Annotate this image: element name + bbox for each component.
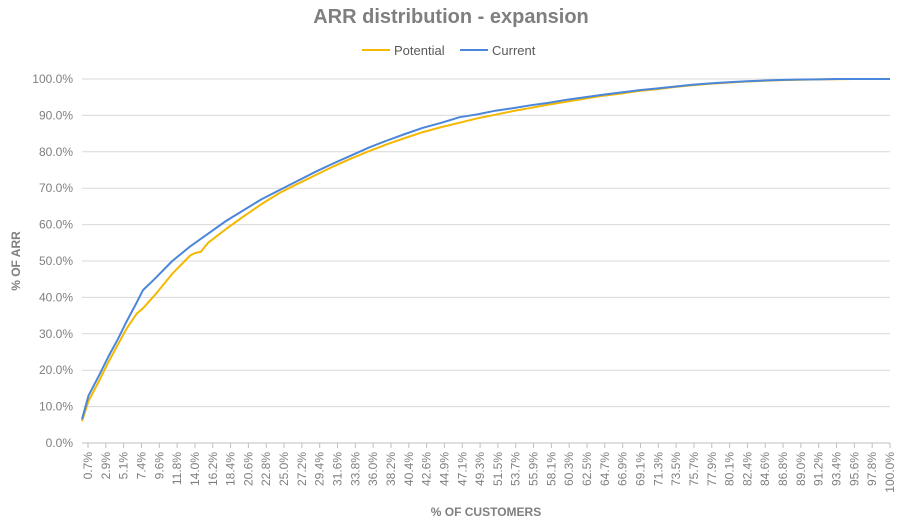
x-tick-label: 16.2% xyxy=(206,452,220,486)
x-tick-label: 97.8% xyxy=(865,452,879,486)
x-tick-label: 25.0% xyxy=(277,452,291,486)
x-tick-label: 20.6% xyxy=(241,452,255,486)
y-tick-label: 50.0% xyxy=(39,254,73,268)
x-tick-label: 5.1% xyxy=(117,452,131,480)
y-tick-label: 90.0% xyxy=(39,108,73,122)
x-tick-label: 11.8% xyxy=(170,452,184,485)
x-axis-ticks: 0.7% 2.9% 5.1% 7.4% 9.6% 11.8% 14.0% 16.2% 18.4%… xyxy=(81,443,897,493)
x-tick-label: 29.4% xyxy=(313,452,327,486)
x-tick-label: 89.0% xyxy=(794,452,808,486)
legend: Potential Current xyxy=(362,43,536,58)
x-tick-label: 55.9% xyxy=(527,452,541,486)
y-tick-label: 0.0% xyxy=(46,436,74,450)
x-tick-label: 80.1% xyxy=(723,452,737,486)
x-tick-label: 38.2% xyxy=(384,452,398,486)
chart-title: ARR distribution - expansion xyxy=(313,6,589,28)
series-lines xyxy=(81,78,890,422)
y-tick-label: 10.0% xyxy=(39,400,73,414)
gridlines xyxy=(82,78,890,408)
x-tick-label: 100.0% xyxy=(883,452,897,493)
x-tick-label: 0.7% xyxy=(81,452,95,480)
x-tick-label: 69.1% xyxy=(633,452,647,486)
y-axis-title: % OF ARR xyxy=(9,231,23,291)
x-tick-label: 2.9% xyxy=(99,452,113,480)
x-tick-label: 60.3% xyxy=(562,452,576,486)
x-axis-title: % OF CUSTOMERS xyxy=(431,505,541,519)
x-tick-label: 31.6% xyxy=(331,452,345,486)
x-tick-label: 64.7% xyxy=(598,452,612,486)
x-tick-label: 22.8% xyxy=(259,452,273,486)
x-tick-label: 82.4% xyxy=(740,452,754,486)
x-tick-label: 71.3% xyxy=(651,452,665,486)
x-tick-label: 75.7% xyxy=(687,452,701,486)
x-tick-label: 84.6% xyxy=(758,452,772,486)
x-tick-label: 36.0% xyxy=(366,452,380,486)
y-tick-label: 70.0% xyxy=(39,181,73,195)
x-tick-label: 62.5% xyxy=(580,452,594,486)
x-tick-label: 91.2% xyxy=(812,452,826,486)
series-line-current xyxy=(81,78,890,420)
x-tick-label: 40.4% xyxy=(402,452,416,486)
y-tick-label: 60.0% xyxy=(39,218,73,232)
x-tick-label: 7.4% xyxy=(134,452,148,480)
x-tick-label: 86.8% xyxy=(776,452,790,486)
x-tick-label: 58.1% xyxy=(544,452,558,486)
x-tick-label: 93.4% xyxy=(830,452,844,486)
legend-label-current: Current xyxy=(492,43,536,58)
y-tick-label: 80.0% xyxy=(39,145,73,159)
x-tick-label: 95.6% xyxy=(847,452,861,486)
x-tick-label: 73.5% xyxy=(669,452,683,486)
x-tick-label: 33.8% xyxy=(348,452,362,486)
legend-label-potential: Potential xyxy=(394,43,445,58)
x-tick-label: 42.6% xyxy=(420,452,434,486)
x-tick-label: 66.9% xyxy=(616,452,630,486)
x-tick-label: 18.4% xyxy=(224,452,238,486)
x-tick-label: 14.0% xyxy=(188,452,202,486)
y-tick-label: 40.0% xyxy=(39,290,73,304)
x-tick-label: 47.1% xyxy=(455,452,469,486)
x-tick-label: 49.3% xyxy=(473,452,487,486)
x-tick-label: 53.7% xyxy=(509,452,523,486)
x-tick-label: 27.2% xyxy=(295,452,309,486)
x-tick-label: 77.9% xyxy=(705,452,719,486)
y-tick-label: 100.0% xyxy=(32,72,73,86)
x-tick-label: 9.6% xyxy=(152,452,166,480)
y-tick-label: 20.0% xyxy=(39,363,73,377)
y-tick-label: 30.0% xyxy=(39,327,73,341)
x-tick-label: 51.5% xyxy=(491,452,505,486)
y-axis-ticks: 0.0% 10.0% 20.0% 30.0% 40.0% 50.0% 60.0% 70.0% 8… xyxy=(32,72,73,450)
x-tick-label: 44.9% xyxy=(437,452,451,486)
